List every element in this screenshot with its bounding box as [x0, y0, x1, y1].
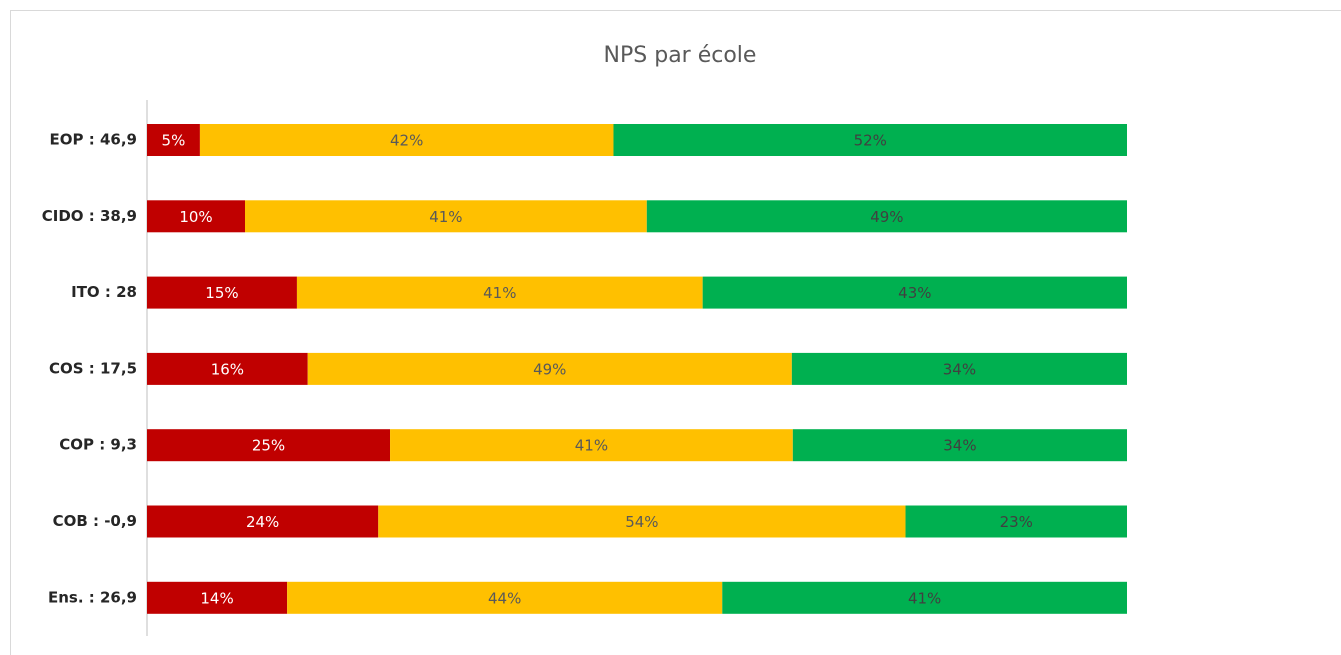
value-label: 34%	[943, 360, 976, 378]
bar-segment	[307, 352, 792, 385]
category-label: COP : 9,3	[59, 436, 137, 454]
value-label: 16%	[211, 360, 244, 378]
category-label: EOP : 46,9	[50, 131, 137, 149]
bar-segment	[147, 124, 200, 156]
bar-segment	[147, 581, 288, 614]
value-label: 42%	[390, 132, 423, 150]
value-label: 43%	[898, 284, 931, 302]
value-label: 23%	[1000, 513, 1033, 531]
value-label: 15%	[205, 284, 238, 302]
bar-segment	[646, 200, 1127, 233]
category-label: COB : -0,9	[53, 512, 137, 530]
bar-segment	[390, 429, 793, 462]
value-label: 5%	[162, 132, 186, 150]
bar-segment	[287, 581, 723, 614]
value-label: 34%	[943, 437, 976, 455]
value-label: 49%	[870, 208, 903, 226]
category-label: CIDO : 38,9	[42, 207, 137, 225]
bar-segment	[245, 200, 647, 233]
bar-segment	[147, 352, 308, 385]
bar-segment	[199, 124, 614, 156]
value-label: 10%	[179, 208, 212, 226]
value-label: 41%	[575, 437, 608, 455]
value-label: 41%	[429, 208, 462, 226]
chart-title: NPS par école	[604, 43, 757, 68]
bar-segment	[147, 429, 391, 462]
value-label: 52%	[854, 132, 887, 150]
bar-segment	[722, 581, 1127, 614]
bar-segment	[147, 200, 245, 233]
bar-segment	[147, 505, 379, 538]
category-label: ITO : 28	[71, 283, 137, 301]
bar-segment	[905, 505, 1127, 538]
category-label: Ens. : 26,9	[48, 588, 137, 606]
chart-border	[10, 10, 1341, 655]
category-label: COS : 17,5	[49, 359, 137, 377]
bar-segment	[613, 124, 1127, 156]
value-label: 41%	[908, 589, 941, 607]
value-label: 44%	[488, 589, 521, 607]
value-label: 41%	[483, 284, 516, 302]
value-label: 14%	[200, 589, 233, 607]
bar-segment	[296, 276, 703, 309]
value-label: 25%	[252, 437, 285, 455]
value-label: 24%	[246, 513, 279, 531]
value-label: 54%	[625, 513, 658, 531]
value-label: 49%	[533, 360, 566, 378]
bar-segment	[792, 429, 1127, 462]
bar-segment	[702, 276, 1127, 309]
bar-segment	[378, 505, 906, 538]
bar-segment	[791, 352, 1127, 385]
bar-segment	[147, 276, 297, 309]
